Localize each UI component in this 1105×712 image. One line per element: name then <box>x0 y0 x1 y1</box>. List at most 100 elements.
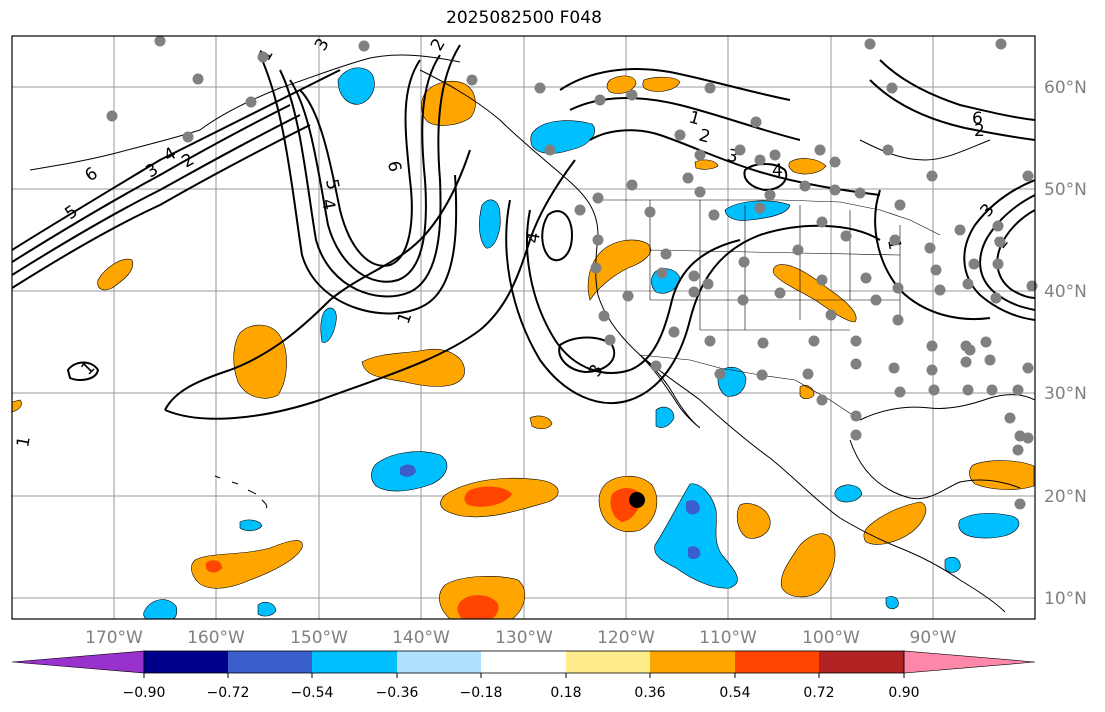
station-dot <box>694 186 706 198</box>
station-dot <box>754 202 766 214</box>
station-dot <box>650 360 662 372</box>
anomaly-patch <box>834 484 863 503</box>
station-dot <box>850 358 862 370</box>
anomaly-patch <box>606 75 637 94</box>
station-dot <box>854 187 866 199</box>
state-lines <box>649 200 901 331</box>
lat-label-40n: 40°N <box>1044 282 1087 302</box>
contour-line <box>66 361 100 381</box>
contour-line <box>505 199 881 405</box>
anomaly-patch <box>958 513 1020 539</box>
anomaly-core <box>206 560 222 573</box>
station-dot <box>592 192 604 204</box>
anomaly-patch <box>361 348 465 387</box>
contour-line <box>12 69 341 251</box>
latitude-labels: 60°N 50°N 40°N 30°N 20°N 10°N <box>1044 78 1087 609</box>
contour-line <box>879 59 1035 121</box>
station-dot <box>1012 384 1024 396</box>
contour-label: 4 <box>523 231 545 245</box>
station-dot <box>962 384 974 396</box>
station-dot <box>257 51 269 63</box>
station-dot <box>986 384 998 396</box>
colorbar-tick-labels: −0.90 −0.72 −0.54 −0.36 −0.18 0.18 0.36 … <box>123 685 920 701</box>
contour-label: 4 <box>772 161 783 181</box>
contour-line <box>279 44 461 298</box>
station-dot <box>734 144 746 156</box>
station-dot <box>799 180 811 192</box>
station-dot <box>829 184 841 196</box>
station-dot <box>626 89 638 101</box>
colorbar-tick-label: 0.18 <box>550 685 581 701</box>
station-dot <box>850 410 862 422</box>
station-dot <box>704 335 716 347</box>
station-dot <box>245 96 257 108</box>
contour-line <box>963 179 1035 321</box>
station-dot <box>926 170 938 182</box>
colorbar-tick-label: −0.18 <box>460 685 503 701</box>
station-dot <box>668 326 680 338</box>
station-dot <box>594 94 606 106</box>
station-dot <box>674 129 686 141</box>
station-dot <box>892 282 904 294</box>
lon-label-100w: 100°W <box>802 628 860 648</box>
station-dot <box>1022 362 1034 374</box>
negative-anomaly-cores <box>400 464 701 559</box>
station-dot <box>757 337 769 349</box>
anomaly-patch <box>654 483 738 589</box>
anomaly-patch <box>239 519 263 532</box>
colorbar-segment <box>566 651 650 673</box>
colorbar-segment <box>819 651 904 673</box>
station-dot <box>682 172 694 184</box>
station-dot <box>984 354 996 366</box>
station-dot <box>774 287 786 299</box>
anomaly-patch <box>530 120 596 154</box>
station-dot <box>850 429 862 441</box>
station-dot <box>656 267 668 279</box>
station-dot <box>708 209 720 221</box>
contour-line <box>526 209 741 374</box>
us-canada-border <box>598 199 941 236</box>
station-dot <box>840 230 852 242</box>
colorbar-segment <box>144 651 228 673</box>
longitude-labels: 170°W 160°W 150°W 140°W 130°W 120°W 110°… <box>85 628 957 648</box>
colorbar-extend-max <box>903 650 1036 674</box>
station-dot <box>882 144 894 156</box>
lon-label-110w: 110°W <box>699 628 757 648</box>
station-dot <box>994 236 1006 248</box>
alaska-coast <box>199 54 461 131</box>
station-dot <box>358 40 370 52</box>
contour-line <box>979 194 1035 311</box>
lon-label-130w: 130°W <box>495 628 553 648</box>
station-dot <box>1022 432 1034 444</box>
colorbar-tick-label: 0.72 <box>803 685 834 701</box>
station-dot <box>622 290 634 302</box>
map-title: 2025082500 F048 <box>446 8 602 28</box>
anomaly-patch <box>655 406 675 428</box>
anomaly-core <box>688 546 701 559</box>
station-dot <box>980 336 992 348</box>
contour-line <box>869 79 1035 141</box>
anomaly-patch <box>191 540 303 589</box>
contour-line <box>558 336 615 374</box>
station-dot <box>106 110 118 122</box>
station-dot <box>825 309 837 321</box>
colorbar-segment <box>650 651 735 673</box>
station-dot <box>154 35 166 47</box>
anomaly-patch <box>642 76 681 92</box>
lon-label-160w: 160°W <box>187 628 245 648</box>
anomaly-core <box>686 500 700 515</box>
station-dot <box>754 154 766 166</box>
colorbar-tick-label: 0.54 <box>719 685 750 701</box>
station-dot <box>750 116 762 128</box>
anomaly-patch <box>587 239 651 301</box>
station-dot <box>894 386 906 398</box>
anomaly-patch <box>529 415 553 430</box>
station-dot <box>1026 280 1038 292</box>
anomaly-patch <box>320 307 337 343</box>
station-dot <box>992 220 1004 232</box>
anomaly-core <box>457 595 499 619</box>
anomaly-patch <box>736 503 771 539</box>
baja-coast <box>639 354 701 429</box>
anomaly-patch <box>694 159 719 170</box>
station-dot <box>926 340 938 352</box>
